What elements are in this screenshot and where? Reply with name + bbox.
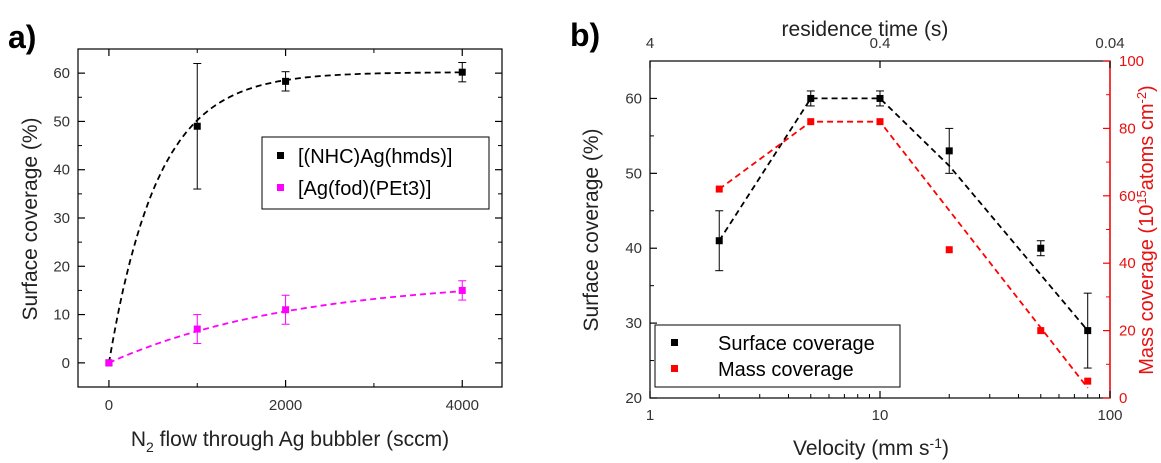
panel-b-legend-box	[654, 324, 901, 388]
y2-label-end: )	[1136, 85, 1158, 92]
b-y-tick-label: 50	[625, 165, 642, 182]
a-data-point	[105, 359, 113, 367]
panel-b-legend: Surface coverage Mass coverage	[654, 324, 901, 388]
legend-label-fod: [Ag(fod)(PEt3)]	[298, 178, 431, 200]
b-y-tick-label: 40	[625, 240, 642, 257]
a-x-tick-label: 2000	[269, 397, 302, 414]
b-data-point	[807, 118, 815, 126]
panel-b-x-axis-label: Velocity (mm s-1)	[793, 435, 949, 460]
b-data-point	[1084, 377, 1092, 385]
b-x-tick-label: 1	[646, 407, 654, 424]
legend-label-nhc: [(NHC)Ag(hmds)]	[298, 146, 452, 168]
b-data-point	[945, 147, 953, 155]
b-data-point	[1037, 244, 1045, 252]
panel-a-legend-box	[261, 136, 490, 210]
y2-label-sup1: 15	[1134, 190, 1149, 204]
legend-marker-fod	[277, 184, 284, 191]
b-top-tick-label: 0.4	[870, 35, 891, 52]
b-data-point	[876, 94, 884, 102]
b-y2-tick-label: 0	[1119, 390, 1127, 407]
panel-a-plot-area: 0 2000 4000 0 10 20 30 40 50 60	[53, 49, 502, 414]
panel-b-label: b)	[570, 17, 600, 53]
b-data-point	[1084, 327, 1092, 335]
a-y-tick-label: 0	[62, 355, 70, 372]
b-data-point	[1037, 327, 1045, 335]
a-x-tick-label: 0	[105, 397, 113, 414]
b-data-point	[876, 118, 884, 126]
b-y-tick-label: 60	[625, 90, 642, 107]
x-label-main: Velocity (mm s	[793, 437, 930, 460]
panel-a-x-axis-label: N2 flow through Ag bubbler (sccm)	[131, 428, 449, 455]
a-y-tick-label: 60	[53, 65, 70, 82]
b-y2-tick-label: 20	[1119, 323, 1136, 340]
panel-a-x-axis-label-rest: flow through Ag bubbler (sccm)	[154, 428, 449, 451]
a-y-tick-label: 20	[53, 258, 70, 275]
panel-a-y-axis-label: Surface coverage (%)	[19, 117, 42, 320]
y2-label-sup2: -2	[1134, 92, 1149, 104]
a-data-point	[193, 325, 201, 333]
b-y2-tick-label: 40	[1119, 255, 1136, 272]
x-label-sup: -1	[930, 435, 943, 451]
x-label-end: )	[942, 437, 949, 460]
panel-b-y-axis-label: Surface coverage (%)	[580, 128, 603, 331]
b-top-tick-label: 0.04	[1095, 35, 1124, 52]
legend-marker-nhc	[277, 152, 284, 159]
b-trend-line-0	[718, 97, 1089, 332]
a-data-point	[282, 77, 290, 85]
b-y2-tick-label: 60	[1119, 188, 1136, 205]
a-y-tick-label: 10	[53, 307, 70, 324]
b-y-tick-label: 30	[625, 315, 642, 332]
legend-marker-mass	[671, 365, 678, 372]
a-data-point	[458, 286, 466, 294]
b-y2-tick-label: 80	[1119, 120, 1136, 137]
a-x-tick-label: 4000	[446, 397, 479, 414]
legend-label-surface: Surface coverage	[718, 333, 875, 355]
legend-label-mass: Mass coverage	[718, 359, 854, 381]
b-data-point	[945, 246, 953, 254]
a-data-point	[193, 122, 201, 130]
panel-b-top-axis-label: residence time (s)	[782, 18, 949, 41]
b-data-point	[715, 237, 723, 245]
a-y-tick-label: 40	[53, 162, 70, 179]
panel-a-label: a)	[8, 19, 36, 55]
y2-label-main: Mass coverage (10	[1136, 205, 1158, 375]
b-top-tick-label: 4	[646, 35, 654, 52]
panel-a-x-axis-label-sub: 2	[146, 439, 154, 455]
panel-b-y2-axis-label: Mass coverage (1015atoms cm-2)	[1134, 85, 1158, 374]
legend-marker-surface	[671, 339, 678, 346]
a-data-point	[458, 68, 466, 76]
b-x-tick-label: 100	[1097, 407, 1122, 424]
y2-label-mid: atoms cm	[1136, 104, 1158, 191]
b-y-tick-label: 20	[625, 390, 642, 407]
panel-a-x-axis-label-n: N	[131, 428, 146, 451]
panel-b-plot-area: 1 10 100 4 0.4 0.04 20 30 40 50 60 0 20 40 60 80 100	[625, 35, 1144, 424]
b-trend-line-1	[718, 120, 1089, 389]
panel-a: a) 0 2000 4000 0 10 20 30 40 50 60 Surface covera…	[8, 19, 503, 455]
a-y-tick-label: 50	[53, 113, 70, 130]
a-data-point	[282, 306, 290, 314]
b-data-point	[807, 94, 815, 102]
panel-a-legend: [(NHC)Ag(hmds)] [Ag(fod)(PEt3)]	[261, 136, 490, 210]
a-y-tick-label: 30	[53, 210, 70, 227]
b-data-point	[715, 185, 723, 193]
panel-a-frame	[77, 48, 503, 388]
b-x-tick-label: 10	[872, 407, 889, 424]
b-y2-tick-label: 100	[1119, 53, 1144, 70]
